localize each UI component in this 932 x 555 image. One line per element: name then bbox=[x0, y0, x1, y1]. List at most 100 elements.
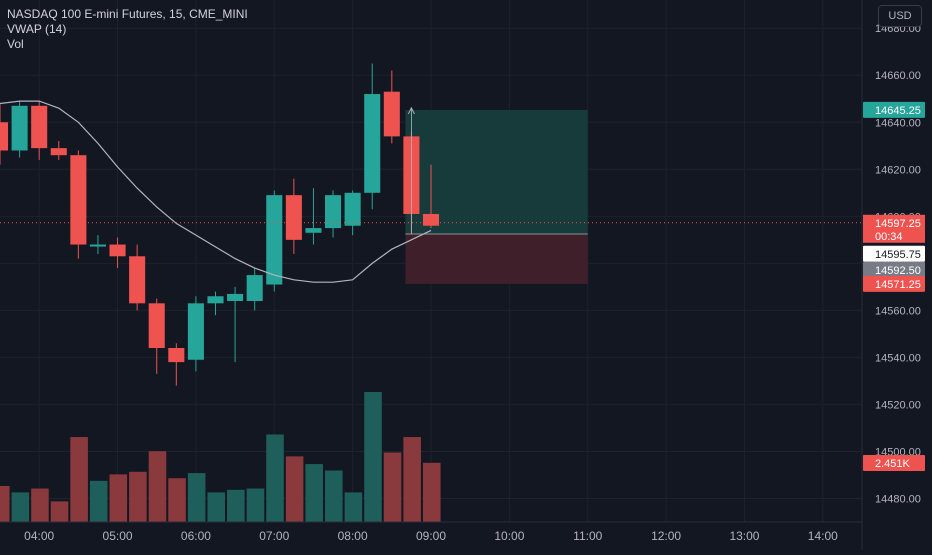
volume-bar bbox=[89, 480, 108, 522]
price-tick-label: 14480.00 bbox=[875, 493, 921, 505]
time-tick-label: 04:00 bbox=[24, 529, 54, 543]
volume-bar bbox=[129, 471, 147, 522]
time-tick-label: 14:00 bbox=[808, 529, 838, 543]
candle bbox=[364, 63, 381, 210]
candle-body bbox=[383, 91, 400, 137]
symbol-title[interactable]: NASDAQ 100 E-mini Futures, 15, CME_MINI bbox=[7, 7, 248, 21]
volume-bars bbox=[0, 392, 441, 522]
volume-label-bg bbox=[863, 455, 925, 471]
volume-label: 2.451K bbox=[875, 458, 911, 470]
price-tick-label: 14620.00 bbox=[875, 164, 921, 176]
candle bbox=[207, 291, 224, 316]
candle-body bbox=[129, 256, 146, 304]
price-tick-label: 14640.00 bbox=[875, 117, 921, 129]
stop-price-label-bg bbox=[863, 275, 925, 292]
stop-zone bbox=[405, 233, 588, 284]
candle bbox=[168, 343, 185, 386]
candle bbox=[50, 141, 67, 160]
volume-indicator-label[interactable]: Vol bbox=[7, 37, 24, 51]
candle bbox=[89, 235, 106, 254]
candle-body bbox=[325, 195, 342, 229]
candles bbox=[0, 63, 440, 386]
candle bbox=[70, 150, 87, 259]
time-tick-label: 13:00 bbox=[729, 529, 759, 543]
candle bbox=[11, 101, 28, 158]
current-price-label: 14597.25 bbox=[875, 218, 921, 230]
volume-bar bbox=[148, 451, 167, 522]
volume-bar bbox=[344, 492, 363, 522]
candle bbox=[109, 237, 126, 269]
volume-bar bbox=[246, 488, 265, 522]
volume-bar bbox=[0, 485, 10, 522]
candle bbox=[344, 190, 361, 236]
vwap-price-label-bg bbox=[863, 245, 925, 262]
time-tick-label: 07:00 bbox=[259, 529, 289, 543]
volume-bar bbox=[305, 464, 323, 522]
candle bbox=[305, 188, 322, 245]
candle bbox=[129, 244, 146, 311]
candle bbox=[187, 296, 204, 372]
candle-body bbox=[109, 244, 126, 257]
volume-bar bbox=[31, 488, 49, 522]
entry-price-label-bg bbox=[863, 261, 925, 278]
candle-body bbox=[89, 244, 106, 247]
volume-bar bbox=[109, 474, 128, 522]
candle-body bbox=[207, 296, 224, 304]
volume-bar bbox=[266, 434, 284, 522]
volume-bar bbox=[168, 478, 186, 522]
candle-body bbox=[246, 275, 263, 301]
candle-body bbox=[187, 303, 204, 360]
time-tick-label: 10:00 bbox=[494, 529, 524, 543]
candle bbox=[148, 298, 165, 374]
candle-body bbox=[344, 192, 361, 226]
price-tick-label: 14560.00 bbox=[875, 305, 921, 317]
chart-legend: NASDAQ 100 E-mini Futures, 15, CME_MINI … bbox=[7, 7, 248, 52]
candle-body bbox=[227, 293, 244, 301]
candle bbox=[31, 101, 48, 160]
volume-bar bbox=[50, 501, 69, 522]
candle bbox=[325, 190, 342, 238]
target-zone bbox=[405, 109, 588, 234]
time-tick-label: 12:00 bbox=[651, 529, 681, 543]
candle bbox=[422, 164, 440, 229]
target-price-label: 14645.25 bbox=[875, 105, 921, 117]
stop-price-label: 14571.25 bbox=[875, 279, 921, 291]
volume-bar bbox=[207, 492, 226, 522]
volume-bar bbox=[383, 452, 402, 522]
vwap-price-label: 14595.75 bbox=[875, 249, 921, 261]
currency-button[interactable]: USD bbox=[878, 5, 922, 27]
current-price-label-bg bbox=[863, 214, 925, 243]
volume-bar bbox=[364, 392, 382, 522]
candle bbox=[383, 70, 400, 144]
candle-body bbox=[11, 105, 28, 151]
candle-body bbox=[50, 148, 67, 156]
candle-body bbox=[364, 94, 381, 193]
volume-bar bbox=[11, 492, 30, 522]
candle bbox=[246, 268, 263, 311]
volume-bar bbox=[285, 456, 304, 522]
price-tick-label: 14520.00 bbox=[875, 399, 921, 411]
candle bbox=[0, 103, 9, 165]
candle-body bbox=[422, 213, 440, 226]
time-tick-label: 06:00 bbox=[181, 529, 211, 543]
candle-body bbox=[0, 122, 9, 151]
countdown-label: 00:34 bbox=[875, 231, 903, 243]
price-tick-label: 14540.00 bbox=[875, 352, 921, 364]
candle-body bbox=[168, 348, 185, 363]
volume-bar bbox=[325, 470, 343, 522]
candle-body bbox=[266, 195, 283, 285]
volume-bar bbox=[70, 437, 88, 522]
vwap-line bbox=[0, 100, 432, 283]
time-tick-label: 11:00 bbox=[573, 529, 602, 543]
vwap-indicator-label[interactable]: VWAP (14) bbox=[7, 22, 67, 36]
candle-body bbox=[148, 303, 165, 348]
candle-body bbox=[70, 155, 87, 245]
candle-body bbox=[285, 195, 302, 240]
price-tick-label: 14660.00 bbox=[875, 70, 921, 82]
volume-bar bbox=[403, 437, 421, 522]
entry-price-label: 14592.50 bbox=[875, 265, 921, 277]
time-tick-label: 09:00 bbox=[416, 529, 446, 543]
volume-bar bbox=[187, 473, 206, 522]
